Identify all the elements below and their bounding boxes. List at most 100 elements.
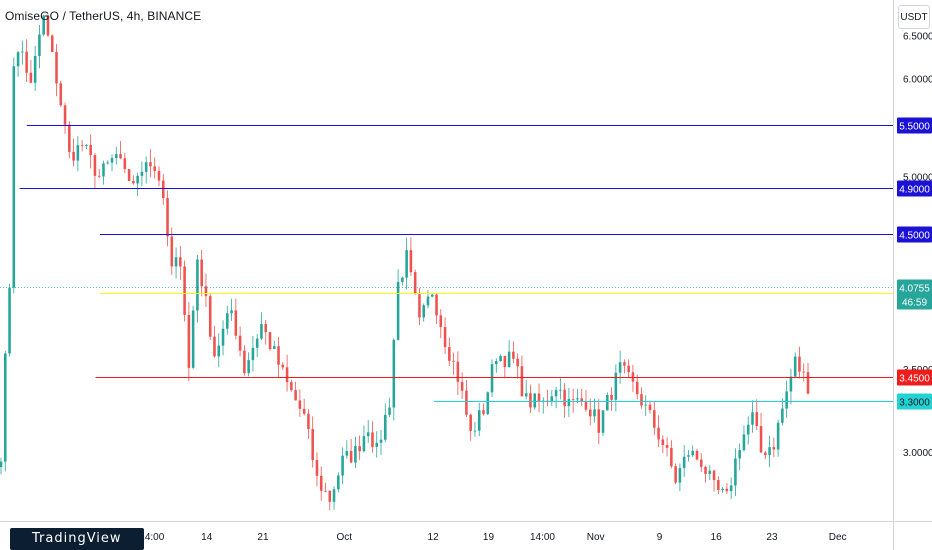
candle [93, 152, 97, 189]
candle-body [12, 66, 16, 288]
candle [751, 400, 754, 433]
candle [102, 160, 105, 185]
candle-body [644, 404, 648, 406]
candle [298, 389, 302, 417]
candle-body [653, 410, 656, 428]
candle [379, 430, 383, 456]
candle [576, 389, 579, 404]
candle-body [734, 458, 737, 486]
candle [294, 381, 297, 401]
candle [217, 333, 221, 368]
candle-body [802, 371, 806, 373]
x-tick-label: 19 [483, 532, 495, 543]
candle [725, 482, 729, 494]
candle [230, 298, 233, 321]
candle-body [179, 257, 182, 267]
candle-body [200, 259, 203, 287]
candle [601, 409, 605, 436]
candle-body [712, 470, 716, 481]
candle-body [80, 145, 84, 147]
candle [140, 161, 144, 187]
candle [742, 425, 746, 452]
candle-body [789, 376, 793, 392]
candle-body [456, 361, 460, 382]
x-tick-label: 23 [766, 532, 778, 543]
candle [3, 350, 7, 472]
candle [490, 359, 494, 397]
x-tick-label: Oct [336, 532, 352, 543]
candle [495, 358, 498, 373]
level-price-label: 3.3000 [899, 398, 930, 409]
candle [708, 465, 712, 481]
candle-body [559, 389, 562, 391]
candle [264, 319, 268, 345]
candle-body [772, 447, 776, 450]
candle [0, 457, 3, 475]
candle-body [337, 475, 340, 490]
candle [439, 309, 443, 339]
candle [221, 320, 225, 356]
candle-body [781, 408, 784, 423]
candle-body [115, 154, 118, 159]
candle [499, 354, 502, 362]
candle-body [580, 398, 583, 402]
candle-body [405, 250, 408, 278]
candle [315, 452, 319, 487]
candle [281, 362, 285, 371]
candle-body [68, 124, 71, 152]
x-tick-label: Dec [829, 532, 847, 543]
x-tick-label: 14 [201, 532, 213, 543]
candle-body [469, 414, 472, 431]
candle [396, 269, 400, 341]
candle-body [635, 381, 639, 395]
candle-body [507, 351, 511, 368]
candle [435, 293, 438, 324]
x-tick-label: 12 [428, 532, 440, 543]
candle [179, 245, 182, 280]
candle [738, 443, 741, 471]
candle-body [42, 15, 45, 35]
candle-body [674, 466, 677, 483]
candle [388, 397, 391, 417]
candle-body [776, 422, 780, 450]
candle-body [537, 393, 541, 402]
candle-body [606, 394, 609, 411]
candle [426, 290, 430, 309]
x-tick-label: 21 [257, 532, 269, 543]
candle-body [648, 404, 652, 411]
candle-body [307, 413, 310, 430]
candle-body [465, 390, 468, 415]
candle-body [204, 286, 208, 297]
candle [247, 352, 250, 377]
candle [477, 402, 481, 436]
candle-body [208, 296, 212, 337]
candle-body [499, 355, 502, 362]
candle-body [213, 336, 216, 357]
candle-body [234, 310, 238, 336]
candle-body [614, 372, 618, 400]
candle-body [281, 364, 285, 368]
candle-body [520, 366, 524, 397]
level-price-tag [897, 393, 932, 410]
currency-scale-badge[interactable]: USDT [898, 5, 930, 29]
candle [413, 269, 417, 295]
candle [200, 250, 203, 297]
x-tick-label: Nov [587, 532, 605, 543]
candle [358, 435, 361, 461]
candle [238, 326, 242, 357]
x-tick-label: 14:00 [139, 532, 164, 543]
candle-body [729, 485, 733, 492]
candle [234, 298, 238, 340]
candle [29, 60, 33, 84]
candle-body [255, 338, 259, 348]
candle [580, 388, 583, 406]
candle [149, 149, 152, 178]
candle-body [806, 372, 810, 394]
candle-body [110, 158, 114, 163]
candle-body [140, 171, 144, 176]
candle-body [106, 162, 110, 164]
candle [802, 363, 806, 382]
candle [550, 390, 554, 406]
